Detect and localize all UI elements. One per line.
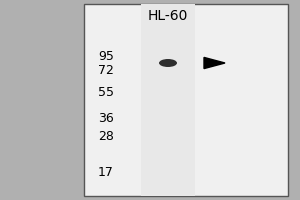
Text: HL-60: HL-60 (148, 9, 188, 23)
Text: 72: 72 (98, 64, 114, 76)
Text: 95: 95 (98, 49, 114, 62)
Ellipse shape (159, 59, 177, 67)
Text: 17: 17 (98, 166, 114, 178)
Text: 28: 28 (98, 130, 114, 142)
Polygon shape (204, 57, 225, 69)
FancyBboxPatch shape (84, 4, 288, 196)
Text: 36: 36 (98, 112, 114, 124)
FancyBboxPatch shape (124, 4, 125, 196)
Text: 55: 55 (98, 86, 114, 98)
FancyBboxPatch shape (141, 4, 195, 196)
